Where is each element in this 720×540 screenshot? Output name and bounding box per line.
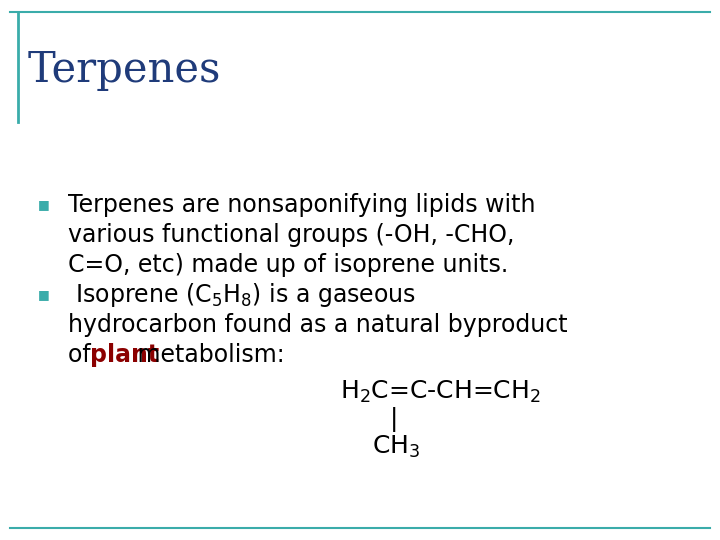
Text: ■: ■	[38, 288, 50, 301]
Text: hydrocarbon found as a natural byproduct: hydrocarbon found as a natural byproduct	[68, 313, 567, 337]
Text: C=O, etc) made up of isoprene units.: C=O, etc) made up of isoprene units.	[68, 253, 508, 277]
Text: C$\mathregular{H_3}$: C$\mathregular{H_3}$	[372, 434, 420, 460]
Text: Terpenes are nonsaponifying lipids with: Terpenes are nonsaponifying lipids with	[68, 193, 536, 217]
Text: Isoprene ($\mathregular{C_5H_8}$) is a gaseous: Isoprene ($\mathregular{C_5H_8}$) is a g…	[68, 281, 416, 309]
Text: of: of	[68, 343, 98, 367]
Text: metabolism:: metabolism:	[130, 343, 284, 367]
Text: Terpenes: Terpenes	[28, 49, 221, 91]
Text: various functional groups (-OH, -CHO,: various functional groups (-OH, -CHO,	[68, 223, 514, 247]
Text: |: |	[390, 408, 398, 433]
Text: $\mathregular{H_2}$C=C-CH=C$\mathregular{H_2}$: $\mathregular{H_2}$C=C-CH=C$\mathregular…	[340, 379, 541, 405]
Text: ■: ■	[38, 199, 50, 212]
Text: plant: plant	[90, 343, 159, 367]
